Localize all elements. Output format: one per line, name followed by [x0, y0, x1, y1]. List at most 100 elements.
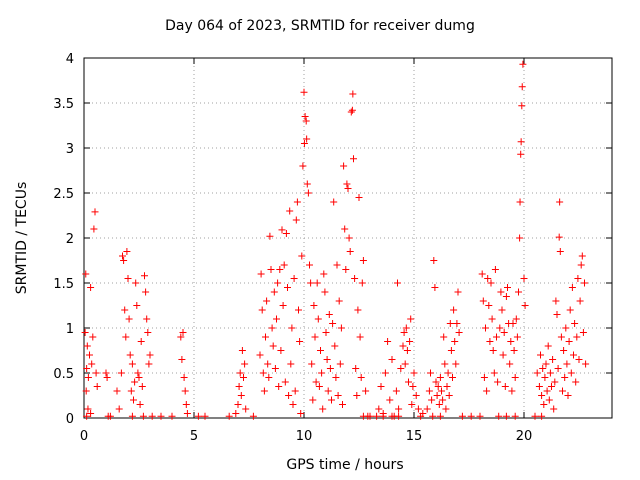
- data-point: [89, 333, 97, 341]
- data-point: [384, 338, 392, 345]
- data-point: [81, 329, 89, 336]
- data-point: [322, 329, 330, 336]
- data-point: [543, 387, 551, 395]
- data-point: [281, 378, 289, 386]
- data-point: [86, 351, 93, 359]
- data-point: [540, 401, 548, 408]
- data-point: [427, 369, 434, 377]
- data-point: [496, 324, 504, 332]
- data-point: [311, 333, 319, 341]
- data-point: [566, 306, 574, 314]
- data-point: [307, 279, 315, 287]
- data-point: [300, 88, 308, 96]
- data-point: [450, 306, 458, 314]
- point-layer: [81, 60, 590, 420]
- data-point: [352, 365, 360, 372]
- data-point: [130, 396, 137, 404]
- data-point: [93, 383, 101, 390]
- data-point: [579, 329, 587, 336]
- data-point: [284, 284, 291, 291]
- data-point: [440, 333, 448, 341]
- data-point: [168, 412, 176, 420]
- data-point: [557, 333, 565, 341]
- data-point: [497, 288, 505, 296]
- data-point: [319, 405, 327, 413]
- data-point: [242, 405, 250, 413]
- data-point: [488, 315, 496, 323]
- data-point: [480, 374, 488, 381]
- data-point: [419, 410, 427, 417]
- data-point: [275, 383, 283, 390]
- data-point: [157, 412, 165, 420]
- chart-title: Day 064 of 2023, SRMTID for receiver dum…: [165, 18, 475, 34]
- data-point: [278, 226, 286, 234]
- data-point: [405, 378, 412, 386]
- data-point: [502, 293, 510, 300]
- data-point: [241, 360, 249, 368]
- data-point: [516, 198, 524, 206]
- data-point: [128, 412, 136, 420]
- y-tick-label: 0: [66, 412, 74, 427]
- data-point: [351, 275, 359, 282]
- data-point: [92, 369, 100, 377]
- y-tick-label: 1: [66, 322, 74, 337]
- data-point: [572, 378, 580, 386]
- y-tick-label: 2: [66, 232, 74, 247]
- data-point: [124, 275, 132, 282]
- data-point: [499, 351, 507, 359]
- data-point: [375, 405, 383, 413]
- data-point: [145, 360, 153, 368]
- data-point: [315, 383, 323, 390]
- data-point: [399, 342, 407, 350]
- data-point: [493, 333, 500, 341]
- data-point: [542, 360, 550, 368]
- data-point: [277, 347, 285, 354]
- data-point: [323, 356, 331, 363]
- data-point: [551, 378, 559, 386]
- data-point: [349, 90, 357, 98]
- data-point: [444, 369, 452, 377]
- data-point: [451, 338, 459, 345]
- data-point: [317, 347, 324, 354]
- data-point: [425, 387, 433, 395]
- data-point: [267, 266, 275, 273]
- data-point: [292, 216, 300, 224]
- data-point: [441, 360, 449, 368]
- data-point: [303, 180, 311, 188]
- data-point: [201, 412, 209, 420]
- data-point: [329, 320, 337, 327]
- data-point: [119, 252, 126, 260]
- data-point: [297, 410, 305, 417]
- data-point: [84, 374, 92, 381]
- data-point: [295, 306, 302, 314]
- data-point: [120, 257, 128, 264]
- data-point: [288, 324, 296, 332]
- data-point: [544, 342, 552, 350]
- tick-layer: 0 0.5 1 1.5 2 2.5 3 3.5 4 0 5 10 15 20: [53, 52, 612, 444]
- data-point: [535, 383, 543, 390]
- data-point: [312, 378, 320, 386]
- data-point: [271, 365, 279, 372]
- y-tick-label: 3.5: [53, 97, 74, 112]
- data-point: [289, 401, 297, 408]
- data-point: [263, 297, 271, 305]
- data-point: [266, 232, 274, 240]
- data-point: [132, 279, 140, 287]
- data-point: [439, 396, 447, 404]
- data-point: [126, 351, 134, 359]
- data-point: [436, 374, 444, 381]
- data-point: [194, 412, 202, 420]
- data-point: [144, 329, 152, 336]
- data-point: [438, 387, 445, 395]
- data-point: [546, 369, 554, 377]
- data-point: [321, 288, 329, 296]
- y-tick-label: 1.5: [53, 277, 74, 292]
- data-point: [538, 392, 546, 399]
- data-point: [240, 374, 247, 381]
- data-point: [301, 113, 309, 120]
- data-point: [508, 387, 516, 395]
- data-point: [131, 378, 139, 386]
- data-point: [347, 108, 355, 116]
- data-point: [302, 117, 310, 125]
- x-tick-label: 0: [80, 429, 88, 444]
